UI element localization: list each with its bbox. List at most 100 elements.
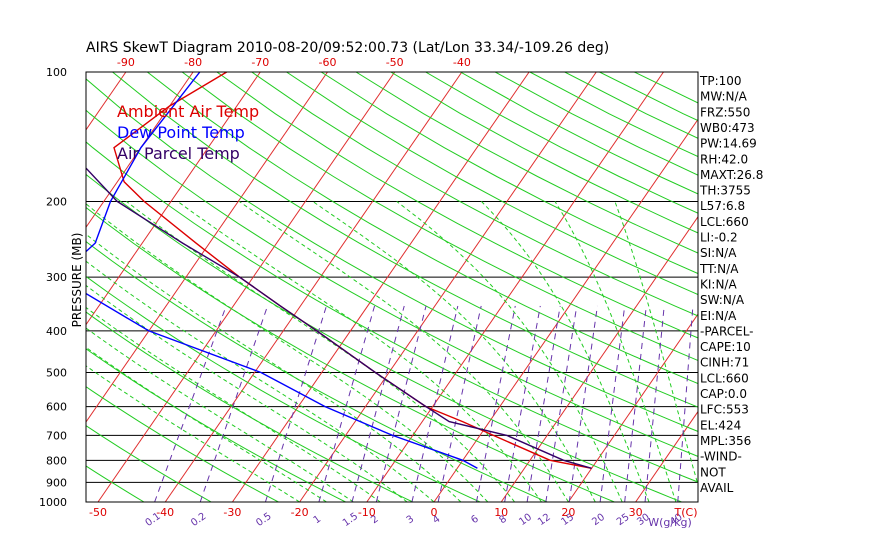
dry-adiabat-line — [355, 72, 698, 254]
index-item: SI:N/A — [700, 246, 737, 260]
dew-point-temp-line — [86, 72, 478, 469]
dry-adiabat-line — [86, 109, 698, 457]
dry-adiabat-line — [112, 72, 698, 408]
dry-adiabat-line — [320, 72, 698, 275]
index-item: MAXT:26.8 — [700, 168, 763, 182]
moist-adiabat-line — [396, 201, 623, 502]
y-axis-label: PRESSURE (MB) — [70, 233, 84, 328]
isotherm-line — [567, 313, 698, 502]
dry-adiabat-line — [216, 72, 698, 339]
mixing-ratio-line — [199, 305, 269, 502]
moist-adiabat-line — [312, 200, 596, 502]
mixing-ratio-line — [318, 305, 376, 502]
mixing-ratio-tick-label: 8 — [497, 514, 509, 527]
moist-adiabat-line — [554, 201, 677, 502]
isotherm-line — [635, 410, 698, 502]
bottom-temp-tick-label: 30 — [629, 506, 643, 519]
moist-adiabat-line — [86, 365, 300, 502]
bottom-temp-tick-label: -20 — [291, 506, 309, 519]
moist-adiabat-line — [86, 260, 435, 502]
dry-adiabat-line — [86, 465, 145, 502]
bottom-temp-tick-label: -50 — [89, 506, 107, 519]
dry-adiabat-line — [286, 72, 698, 296]
top-temp-tick-label: -90 — [117, 56, 135, 69]
moist-adiabat-line — [86, 233, 462, 502]
bottom-temp-tick-label: 10 — [494, 506, 508, 519]
isotherm-line — [500, 215, 698, 502]
dry-adiabat-line — [86, 240, 548, 502]
index-item: LFC:553 — [700, 403, 749, 417]
bottom-temp-tick-label: 0 — [431, 506, 438, 519]
index-item: TT:N/A — [699, 262, 739, 276]
mixing-ratio-tick-label: 12 — [536, 512, 553, 528]
moist-adiabat-line — [126, 201, 515, 502]
dry-adiabat-line — [86, 206, 615, 502]
mixing-ratio-tick-label: 20 — [590, 512, 607, 528]
index-item: MW:N/A — [700, 90, 748, 104]
top-temp-tick-label: -60 — [319, 56, 337, 69]
mixing-ratio-tick-label: 1 — [312, 514, 324, 527]
index-item: CINH:71 — [700, 356, 749, 370]
pressure-tick-label: 800 — [46, 454, 67, 467]
dry-adiabat-line — [181, 72, 698, 362]
legend-entry: Ambient Air Temp — [117, 102, 259, 121]
skewt-grid — [0, 72, 870, 502]
mixing-ratio-tick-label: 0.5 — [254, 511, 273, 529]
mixing-ratio-line — [375, 305, 427, 502]
dry-adiabat-line — [86, 78, 698, 433]
bottom-temp-tick-label: -30 — [223, 506, 241, 519]
isotherm-line — [299, 72, 597, 502]
mixing-ratio-tick-label: 4 — [431, 514, 443, 527]
index-item: SW:N/A — [700, 293, 745, 307]
legend-entry: Air Parcel Temp — [117, 144, 240, 163]
pressure-tick-label: 100 — [46, 66, 67, 79]
isotherm-line — [837, 72, 870, 502]
index-item: MPL:356 — [700, 434, 751, 448]
moist-adiabat-line — [177, 200, 542, 502]
mixing-ratio-line — [599, 305, 626, 502]
pressure-tick-label: 300 — [46, 271, 67, 284]
moist-adiabat-line — [86, 327, 354, 502]
top-temp-tick-label: -70 — [251, 56, 269, 69]
index-item: EL:424 — [700, 418, 741, 432]
moist-adiabat-line — [481, 201, 650, 502]
legend: Ambient Air Temp Dew Point Temp Air Parcel… — [117, 102, 259, 163]
index-item: L57:6.8 — [700, 199, 745, 213]
index-item: NOT — [700, 465, 726, 479]
index-item: -WIND- — [700, 450, 742, 464]
mixing-ratio-line — [351, 305, 405, 502]
chart-title: AIRS SkewT Diagram 2010-08-20/09:52:00.7… — [86, 40, 609, 56]
pressure-tick-label: 900 — [46, 476, 67, 489]
dry-adiabat-line — [0, 72, 10, 502]
index-item: CAPE:10 — [700, 340, 751, 354]
air-parcel-temp-line — [86, 167, 592, 469]
moist-adiabat-line — [86, 284, 408, 502]
isotherm-line — [770, 72, 870, 502]
top-temp-tick-label: -40 — [453, 56, 471, 69]
bottom-temp-tick-label: -40 — [156, 506, 174, 519]
isotherm-line — [366, 72, 664, 502]
pressure-tick-label: 700 — [46, 429, 67, 442]
moist-adiabat-line — [614, 201, 698, 487]
moist-adiabat-line — [86, 346, 327, 502]
index-item: PW:14.69 — [700, 137, 757, 151]
bottom-temp-tick-label: 20 — [561, 506, 575, 519]
index-item: CAP:0.0 — [700, 387, 747, 401]
index-item: WB0:473 — [700, 121, 755, 135]
index-item: FRZ:550 — [700, 105, 750, 119]
index-item: LI:-0.2 — [700, 231, 738, 245]
dry-adiabat-line — [86, 386, 279, 502]
mixing-ratio-line — [526, 305, 561, 502]
index-item: LCL:660 — [700, 371, 749, 385]
isotherm-line — [433, 118, 698, 502]
pressure-tick-label: 400 — [46, 325, 67, 338]
dry-adiabat-line — [460, 72, 698, 195]
isotherm-line — [164, 72, 463, 502]
dry-adiabat-line — [146, 72, 698, 385]
mixing-ratio-line — [475, 305, 516, 502]
mixing-ratio-tick-label: 10 — [517, 512, 534, 528]
index-item: KI:N/A — [700, 277, 737, 291]
mixing-ratio-line — [644, 305, 665, 502]
